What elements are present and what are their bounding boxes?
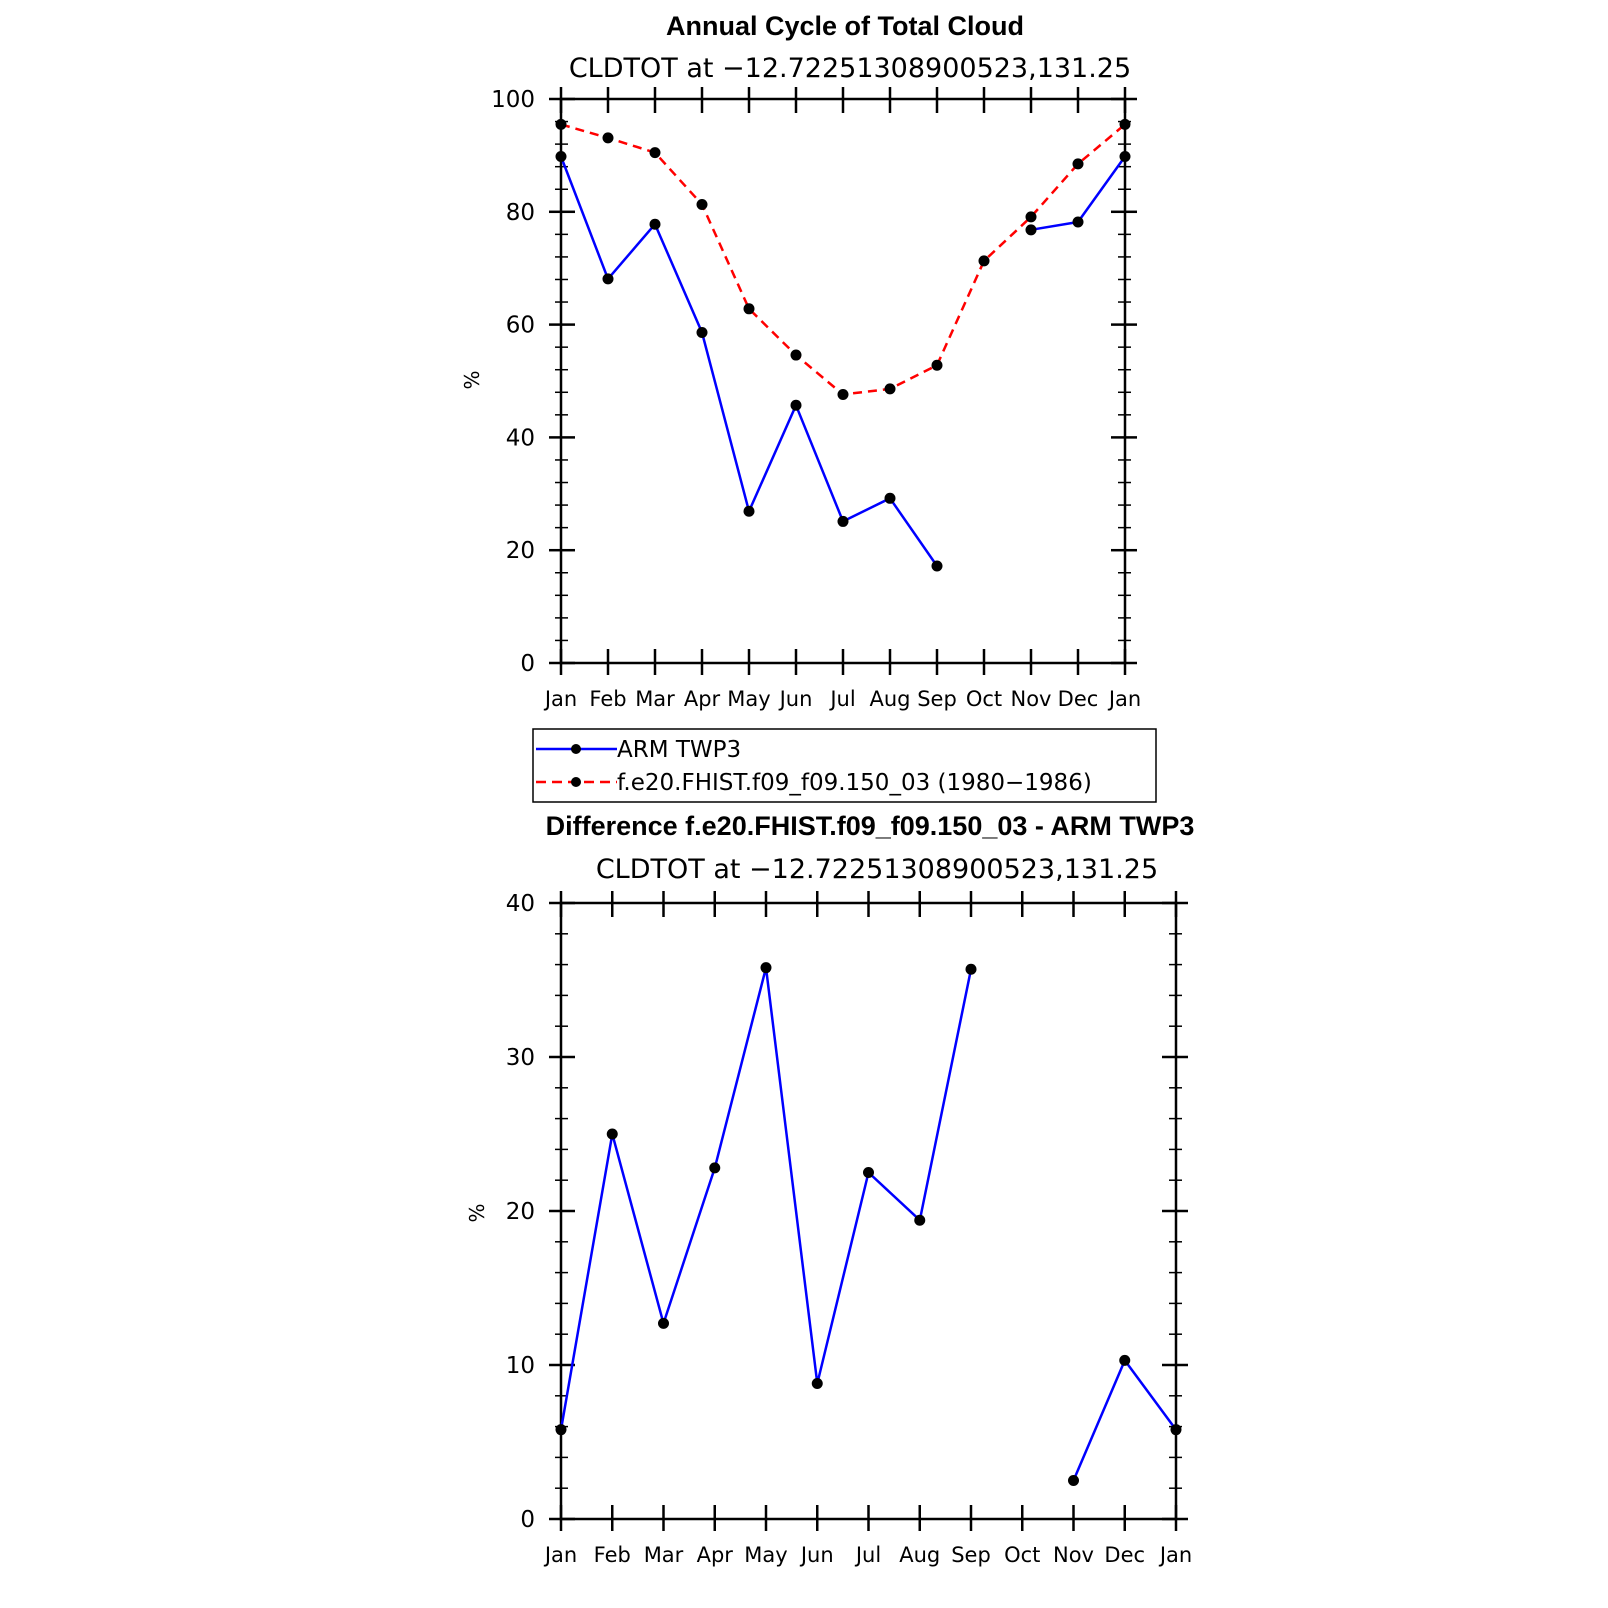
chart1-subtitle: CLDTOT at −12.72251308900523,131.25 — [569, 53, 1131, 84]
chart2-series-0-point — [965, 963, 977, 975]
chart1-series-1-point — [555, 118, 567, 130]
chart1-xtick-label: Jun — [778, 687, 813, 711]
chart1-series-1-point — [1025, 211, 1037, 223]
chart1-frame — [559, 97, 1127, 665]
chart1-ytick-label: 40 — [506, 425, 535, 451]
chart2-ytick-label: 40 — [506, 891, 535, 917]
chart2-series-0-point — [1119, 1354, 1131, 1366]
chart2-xtick-label: Jun — [799, 1543, 834, 1567]
chart1-series-1-line — [560, 123, 1126, 396]
chart1-series-1-point — [602, 132, 614, 144]
chart2-xtick-label: Aug — [899, 1543, 940, 1567]
legend: ARM TWP3 f.e20.FHIST.f09_f09.150_03 (198… — [532, 728, 1157, 803]
chart2-plot: Jan Feb Mar Apr May Jun Jul Aug Sep Oct Nov Dec Jan 0… — [506, 891, 1192, 1567]
chart2-series-0-point — [863, 1167, 874, 1178]
chart2-series-0-point — [606, 1128, 618, 1140]
chart1-series-1-point — [696, 198, 708, 210]
chart2-ytick-label: 20 — [506, 1199, 535, 1225]
chart1-xtick-label: Jan — [543, 687, 577, 711]
chart2-xtick-label: Apr — [697, 1543, 734, 1567]
chart1-xtick-label: Aug — [869, 687, 910, 711]
chart1-series-0-line — [559, 156, 939, 567]
chart1-series-0-point — [555, 151, 567, 163]
chart1-ytick-label: 60 — [506, 313, 535, 339]
chart2-series-0-point — [1170, 1424, 1182, 1436]
chart1-series-0-point — [884, 492, 896, 504]
chart2-series-0-point — [1068, 1475, 1079, 1486]
chart2-xtick-label: Dec — [1104, 1543, 1145, 1567]
chart2-xtick-label: Feb — [594, 1543, 631, 1567]
chart1-series-0-point — [696, 326, 708, 338]
legend-label-arm: ARM TWP3 — [617, 737, 741, 763]
legend-marker-arm — [571, 744, 581, 754]
chart1-plot: Jan Feb Mar Apr May Jun Jul Aug Sep Oct Nov Dec Jan 0… — [491, 87, 1141, 711]
chart1-series-0-point — [1119, 151, 1131, 163]
chart2-xtick-label: Mar — [644, 1543, 684, 1567]
chart2-ylabel: % — [465, 1203, 489, 1222]
chart2-subtitle: CLDTOT at −12.72251308900523,131.25 — [596, 854, 1158, 885]
chart1-xtick-label: Jul — [828, 687, 855, 711]
chart2-series-0-line — [1072, 1359, 1178, 1481]
chart2-frame — [559, 901, 1178, 1521]
chart2-ytick-label: 0 — [520, 1507, 535, 1533]
chart2-series-0-point — [658, 1317, 669, 1329]
chart2-xtick-label: Sep — [951, 1543, 991, 1567]
chart1-series-0-point — [649, 218, 661, 230]
chart1-ytick-label: 0 — [520, 651, 535, 677]
chart1-xtick-label: Jan — [1107, 687, 1141, 711]
chart1-title: Annual Cycle of Total Cloud — [666, 11, 1024, 41]
chart2-series-0-point — [555, 1424, 567, 1436]
chart1-series-0-point — [602, 273, 614, 285]
chart2-series-0-point — [709, 1162, 721, 1174]
chart1-xtick-label: Sep — [917, 687, 957, 711]
chart1-xtick-label: Nov — [1011, 687, 1052, 711]
chart1-series-1-point — [884, 383, 896, 395]
chart1-xtick-label: Dec — [1058, 687, 1099, 711]
chart2-xtick-label: May — [744, 1543, 787, 1567]
chart1-series-0-point — [931, 560, 943, 572]
chart2-series-0-point — [760, 962, 772, 974]
chart1-series-1-point — [790, 349, 802, 361]
chart1-series-1-point — [931, 359, 943, 371]
chart2-series-0-point — [811, 1377, 823, 1389]
chart1-series-1-point — [1119, 118, 1131, 130]
chart1-xtick-label: Feb — [589, 687, 626, 711]
chart1-series-1-point — [837, 389, 849, 401]
chart1-series-1-point — [1072, 158, 1084, 170]
chart1-series-0-point — [837, 515, 849, 527]
chart2-title: Difference f.e20.FHIST.f09_f09.150_03 - … — [546, 811, 1195, 841]
chart1-xtick-label: Oct — [966, 687, 1002, 711]
chart1-series-0-point — [1025, 224, 1037, 236]
chart2-series-0-line — [559, 966, 973, 1430]
chart2-ytick-label: 10 — [506, 1353, 535, 1379]
legend-marker-model — [571, 777, 581, 787]
chart2-xtick-label: Nov — [1053, 1543, 1094, 1567]
chart2-xtick-label: Jan — [1158, 1543, 1192, 1567]
chart1-xtick-label: Mar — [635, 687, 675, 711]
chart1-series-0-point — [1072, 216, 1084, 228]
chart1-ytick-label: 80 — [506, 200, 535, 226]
chart1-ytick-label: 20 — [506, 538, 535, 564]
chart1-series-0-point — [743, 505, 755, 517]
chart2-ytick-label: 30 — [506, 1045, 535, 1071]
chart1-series-1-point — [649, 147, 661, 159]
chart1-xtick-label: Apr — [684, 687, 721, 711]
legend-box — [532, 728, 1157, 803]
chart1-ylabel: % — [460, 370, 484, 389]
chart1-series-0-point — [790, 399, 802, 411]
chart2-xtick-label: Jul — [854, 1543, 881, 1567]
chart1-ytick-label: 100 — [491, 87, 535, 113]
chart1-xtick-label: May — [727, 687, 770, 711]
legend-label-model: f.e20.FHIST.f09_f09.150_03 (1980−1986) — [617, 770, 1092, 796]
chart2-series-0-point — [914, 1214, 926, 1226]
chart2-xtick-label: Oct — [1004, 1543, 1040, 1567]
chart1-series-1-point — [743, 303, 755, 315]
chart2-xtick-label: Jan — [543, 1543, 577, 1567]
chart1-series-1-point — [978, 255, 990, 267]
